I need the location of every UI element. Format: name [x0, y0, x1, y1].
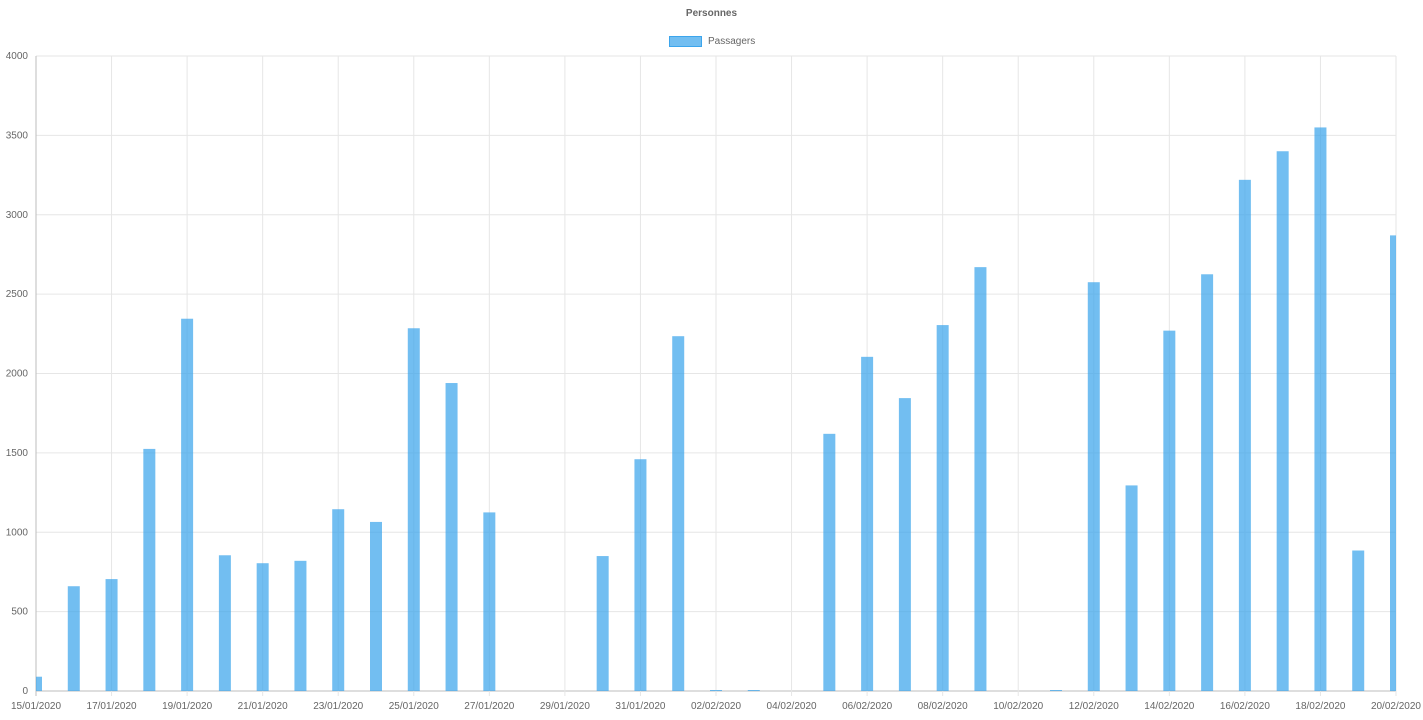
legend-swatch: [669, 36, 702, 47]
bar: [143, 448, 156, 691]
bar: [256, 563, 269, 691]
legend[interactable]: Passagers: [669, 35, 755, 48]
bar: [634, 459, 647, 691]
bar: [936, 325, 949, 691]
bar: [1087, 282, 1100, 691]
bar: [861, 356, 874, 691]
x-tick-label: 17/01/2020: [87, 701, 137, 712]
y-tick-label: 1000: [6, 527, 29, 538]
bar: [483, 512, 496, 691]
x-tick-label: 31/01/2020: [615, 701, 665, 712]
x-tick-label: 04/02/2020: [767, 701, 817, 712]
y-tick-label: 2500: [6, 289, 29, 300]
bar: [1050, 690, 1062, 691]
x-tick-label: 19/01/2020: [162, 701, 212, 712]
bar: [1352, 550, 1365, 691]
bar: [823, 433, 836, 691]
y-tick-label: 4000: [6, 51, 29, 62]
bar: [67, 586, 80, 691]
x-tick-label: 16/02/2020: [1220, 701, 1270, 712]
bar: [1201, 274, 1214, 691]
bar: [1163, 330, 1176, 691]
y-tick-label: 500: [11, 607, 28, 618]
bar: [747, 690, 760, 691]
x-tick-label: 02/02/2020: [691, 701, 741, 712]
legend-label: Passagers: [708, 36, 756, 47]
bar: [370, 521, 382, 691]
x-tick-label: 08/02/2020: [918, 701, 968, 712]
x-tick-label: 18/02/2020: [1295, 701, 1345, 712]
x-tick-label: 12/02/2020: [1069, 701, 1119, 712]
y-tick-label: 1500: [6, 448, 29, 459]
bar: [1276, 151, 1289, 691]
x-tick-label: 14/02/2020: [1144, 701, 1194, 712]
x-tick-label: 10/02/2020: [993, 701, 1043, 712]
bar: [710, 690, 722, 691]
bar: [332, 509, 345, 691]
x-tick-label: 21/01/2020: [238, 701, 288, 712]
bar: [445, 383, 458, 691]
bar: [181, 318, 194, 691]
bar: [1125, 485, 1138, 691]
bar: [36, 676, 42, 691]
x-tick-label: 20/02/2020: [1371, 701, 1421, 712]
bar: [1238, 179, 1251, 691]
x-tick-label: 06/02/2020: [842, 701, 892, 712]
bar: [105, 579, 118, 691]
bar: [974, 267, 987, 691]
x-tick-label: 27/01/2020: [464, 701, 514, 712]
bar: [218, 555, 231, 691]
bar: [672, 336, 685, 691]
bar: [407, 328, 420, 691]
bar: [596, 556, 609, 691]
y-tick-label: 3000: [6, 210, 29, 221]
x-tick-label: 23/01/2020: [313, 701, 363, 712]
bar: [898, 398, 911, 691]
y-tick-label: 3500: [6, 130, 29, 141]
x-tick-label: 29/01/2020: [540, 701, 590, 712]
x-tick-label: 15/01/2020: [11, 701, 61, 712]
bar: [1390, 235, 1396, 691]
chart-title: Personnes: [685, 8, 738, 19]
bar: [1314, 127, 1327, 691]
y-tick-label: 0: [22, 686, 28, 697]
bar: [294, 560, 307, 691]
y-tick-label: 2000: [6, 369, 29, 380]
x-tick-label: 25/01/2020: [389, 701, 439, 712]
